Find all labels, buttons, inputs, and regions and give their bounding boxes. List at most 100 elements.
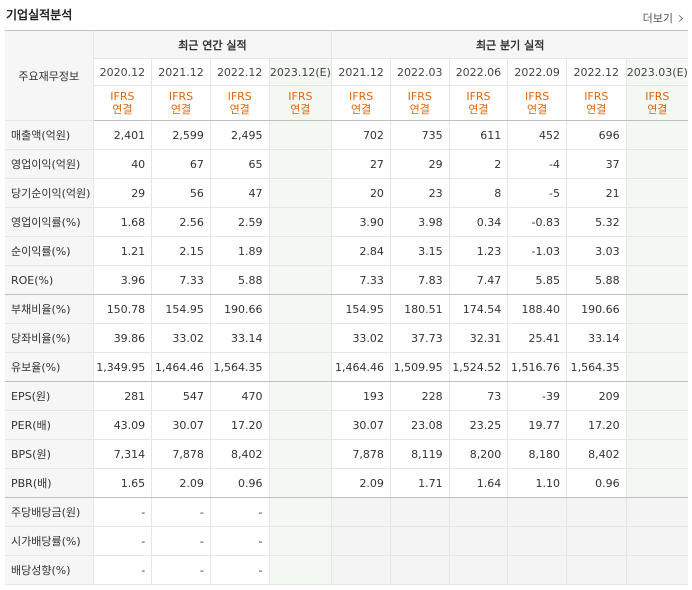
quarter-value-cell (626, 323, 688, 353)
quarter-value-cell: 1.23 (449, 236, 509, 266)
annual-value-cell: 0.96 (210, 468, 270, 498)
annual-value-cell: 17.20 (210, 410, 270, 440)
basis-ifrs: IFRS (466, 90, 491, 103)
annual-value-cell: 29 (93, 178, 153, 208)
basis-ifrs: IFRS (645, 90, 670, 103)
annual-value-cell: 1.68 (93, 207, 153, 237)
quarter-value-cell (626, 178, 688, 208)
quarter-value-cell: 2 (449, 149, 509, 179)
annual-period-header: 2020.12 (93, 58, 153, 86)
basis-ifrs: IFRS (110, 90, 135, 103)
quarter-value-cell (626, 352, 688, 382)
row-label: ROE(%) (5, 265, 94, 295)
annual-value-cell: 1.65 (93, 468, 153, 498)
annual-period-header: 2022.12 (210, 58, 270, 86)
row-label: 매출액(억원) (5, 120, 94, 150)
quarter-value-cell: 1,516.76 (507, 352, 567, 382)
row-label: 유보율(%) (5, 352, 94, 382)
financial-table: 주요재무정보 최근 연간 실적 최근 분기 실적 2020.12 2021.12 2022… (5, 30, 688, 585)
basis-cell: IFRS 연결 (331, 85, 391, 121)
annual-value-cell (269, 323, 333, 353)
basis-ifrs: IFRS (288, 90, 313, 103)
quarter-value-cell: 188.40 (507, 294, 567, 324)
quarter-value-cell (566, 555, 627, 585)
quarter-value-cell: 37.73 (390, 323, 450, 353)
annual-value-cell: 154.95 (151, 294, 211, 324)
annual-value-cell: 65 (210, 149, 270, 179)
annual-value-cell: - (210, 497, 270, 527)
quarter-value-cell (507, 497, 567, 527)
quarter-value-cell: 1,564.35 (566, 352, 627, 382)
quarter-value-cell (626, 265, 688, 295)
table-row: 영업이익률(%) 1.68 2.56 2.59 3.90 3.98 0.34 -0.83 5.3… (5, 207, 688, 237)
annual-value-cell: 8,402 (210, 439, 270, 469)
quarter-period-header: 2022.03 (390, 58, 450, 86)
annual-value-cell: 547 (151, 381, 211, 411)
section-header: 기업실적분석 더보기 (0, 0, 692, 30)
quarter-value-cell (507, 555, 567, 585)
quarter-value-cell: 23.08 (390, 410, 450, 440)
row-label: PER(배) (5, 410, 94, 440)
quarter-value-cell: 7.33 (331, 265, 391, 295)
quarter-value-cell (566, 497, 627, 527)
annual-value-cell (269, 120, 333, 150)
annual-value-cell: 47 (210, 178, 270, 208)
basis-consolidated: 연결 (586, 103, 607, 116)
basis-consolidated: 연결 (229, 103, 250, 116)
basis-cell: IFRS 연결 (566, 85, 627, 121)
quarter-value-cell (390, 526, 450, 556)
quarter-period-header: 2022.12 (566, 58, 627, 86)
annual-value-cell: 2,401 (93, 120, 153, 150)
annual-value-cell: 2.09 (151, 468, 211, 498)
quarter-value-cell: 180.51 (390, 294, 450, 324)
row-label: 주당배당금(원) (5, 497, 94, 527)
annual-value-cell (269, 207, 333, 237)
quarter-value-cell: 23 (390, 178, 450, 208)
quarter-value-cell: 3.03 (566, 236, 627, 266)
quarter-value-cell: 228 (390, 381, 450, 411)
table-row: 부채비율(%) 150.78 154.95 190.66 154.95 180.51 174… (5, 294, 688, 324)
annual-value-cell: - (93, 526, 153, 556)
basis-ifrs: IFRS (168, 90, 194, 103)
quarter-value-cell: 21 (566, 178, 627, 208)
quarter-value-cell: 17.20 (566, 410, 627, 440)
quarter-value-cell: 1,509.95 (390, 352, 450, 382)
annual-value-cell: 2.56 (151, 207, 211, 237)
annual-period-header: 2021.12 (151, 58, 211, 86)
annual-value-cell: 150.78 (93, 294, 153, 324)
annual-value-cell: 33.02 (151, 323, 211, 353)
basis-ifrs: IFRS (227, 90, 252, 103)
annual-value-cell: 39.86 (93, 323, 153, 353)
quarter-value-cell: 23.25 (449, 410, 509, 440)
quarter-value-cell: 30.07 (331, 410, 391, 440)
quarter-value-cell: 7.83 (390, 265, 450, 295)
quarter-value-cell: 2.84 (331, 236, 391, 266)
table-row: ROE(%) 3.96 7.33 5.88 7.33 7.83 7.47 5.85 5.88 (5, 265, 688, 295)
quarter-period-header: 2021.12 (331, 58, 391, 86)
table-row: 영업이익(억원) 40 67 65 27 29 2 -4 37 (5, 149, 688, 179)
annual-value-cell: 40 (93, 149, 153, 179)
table-row: EPS(원) 281 547 470 193 228 73 -39 209 (5, 381, 688, 411)
table-row: 당좌비율(%) 39.86 33.02 33.14 33.02 37.73 32.31 25.… (5, 323, 688, 353)
quarter-value-cell (626, 381, 688, 411)
quarter-value-cell: 27 (331, 149, 391, 179)
annual-value-cell: 2.59 (210, 207, 270, 237)
quarter-value-cell: -39 (507, 381, 567, 411)
annual-value-cell: 1.89 (210, 236, 270, 266)
row-label: 부채비율(%) (5, 294, 94, 324)
annual-value-cell: 281 (93, 381, 153, 411)
annual-value-cell: 2,599 (151, 120, 211, 150)
basis-ifrs: IFRS (349, 90, 374, 103)
annual-value-cell (269, 265, 333, 295)
quarter-value-cell (449, 555, 509, 585)
quarter-value-cell (449, 497, 509, 527)
basis-consolidated: 연결 (290, 103, 311, 116)
more-link[interactable]: 더보기 (643, 10, 684, 26)
quarter-value-cell: 0.34 (449, 207, 509, 237)
basis-cell: IFRS 연결 (151, 85, 211, 121)
table-row: 주당배당금(원) - - - (5, 497, 688, 527)
quarter-value-cell: 702 (331, 120, 391, 150)
quarter-value-cell: 190.66 (566, 294, 627, 324)
annual-value-cell (269, 497, 333, 527)
quarter-value-cell: 3.15 (390, 236, 450, 266)
